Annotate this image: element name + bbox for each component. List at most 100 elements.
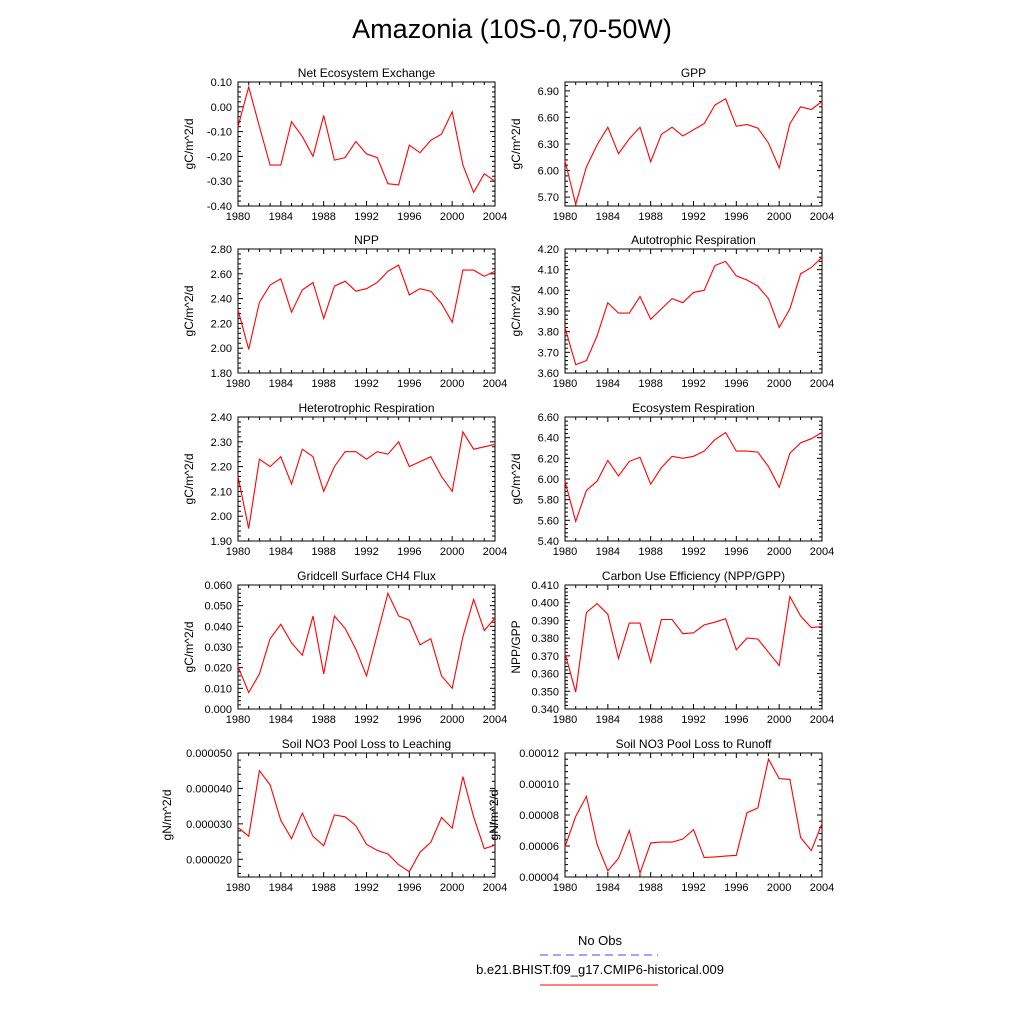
series-line-net-ecosystem-exchange [237,84,496,194]
y-tick-label: 3.90 [538,306,559,318]
x-tick-label: 1980 [226,546,250,558]
y-tick-label: 0.000030 [186,819,232,831]
x-tick-label: 2004 [483,882,507,894]
x-tick-label: 1984 [269,378,293,390]
x-tick-label: 1992 [354,882,378,894]
plot-frame [237,81,496,207]
panel-title: Ecosystem Respiration [632,401,755,415]
x-tick-label: 1996 [724,882,748,894]
x-tick-label: 2004 [810,378,834,390]
panel-carbon-use-efficiency-npp-gpp: Carbon Use Efficiency (NPP/GPP) NPP/GPP 19… [509,569,834,726]
plot-frame [564,752,823,878]
y-tick-label: 0.010 [204,683,232,695]
y-tick-label: 6.20 [538,453,559,465]
panel-gridcell-surface-ch4-flux: Gridcell Surface CH4 Flux gC/m^2/d 1980 198… [182,569,507,726]
y-tick-label: 6.60 [538,112,559,124]
x-tick-label: 1984 [596,378,620,390]
y-tick-label: 0.390 [531,615,559,627]
x-tick-label: 2000 [767,546,791,558]
y-axis-label: gC/m^2/d [509,119,523,170]
y-tick-label: 4.00 [538,285,559,297]
x-tick-label: 2004 [810,546,834,558]
x-tick-label: 1980 [226,714,250,726]
y-tick-label: 6.60 [538,412,559,424]
y-tick-label: 0.410 [531,580,559,592]
y-tick-label: 5.40 [538,536,559,548]
y-axis-label: gN/m^2/d [487,790,501,841]
y-tick-label: 2.20 [211,318,232,330]
y-tick-label: -0.40 [207,201,232,213]
x-tick-label: 2004 [810,714,834,726]
x-tick-label: 1988 [638,546,662,558]
x-tick-label: 1980 [553,714,577,726]
x-tick-label: 1988 [311,211,335,223]
x-tick-label: 2004 [810,211,834,223]
x-tick-label: 1984 [596,882,620,894]
x-tick-label: 2004 [483,211,507,223]
x-tick-label: 1992 [354,378,378,390]
y-tick-label: 1.80 [211,368,232,380]
y-tick-label: 0.370 [531,651,559,663]
x-tick-label: 1984 [269,211,293,223]
x-tick-label: 1992 [681,378,705,390]
panel-title: Carbon Use Efficiency (NPP/GPP) [602,569,785,583]
plot-frame [564,81,823,207]
legend-model-label: b.e21.BHIST.f09_g17.CMIP6-historical.009 [476,962,724,977]
x-tick-label: 1980 [226,378,250,390]
x-tick-label: 1988 [638,378,662,390]
x-tick-label: 1988 [311,714,335,726]
y-tick-label: 4.10 [538,265,559,277]
x-tick-label: 1980 [226,882,250,894]
x-tick-label: 1980 [226,211,250,223]
panel-title: Gridcell Surface CH4 Flux [297,569,436,583]
x-tick-label: 1996 [724,378,748,390]
panel-gpp: GPP gC/m^2/d 1980 1984 1988 1992 1996 2000 2004 6… [509,66,834,223]
y-tick-label: 2.00 [211,511,232,523]
y-tick-label: 2.40 [211,294,232,306]
y-axis-label: gC/m^2/d [182,286,196,337]
panel-autotrophic-respiration: Autotrophic Respiration gC/m^2/d 1980 1984 1… [509,233,834,390]
x-tick-label: 1992 [681,546,705,558]
page-title: Amazonia (10S-0,70-50W) [352,14,672,44]
y-tick-label: 4.20 [538,244,559,256]
panel-title: NPP [354,233,379,247]
panel-ecosystem-respiration: Ecosystem Respiration gC/m^2/d 1980 1984 198… [509,401,834,558]
panel-title: Soil NO3 Pool Loss to Runoff [616,737,773,751]
plot-frame [237,584,496,710]
y-tick-label: 0.000 [204,704,232,716]
y-tick-label: 0.00012 [519,748,559,760]
y-tick-label: 0.060 [204,580,232,592]
series-line-heterotrophic-respiration [237,430,496,529]
y-tick-label: 3.70 [538,347,559,359]
panel-npp: NPP gC/m^2/d 1980 1984 1988 1992 1996 2000 2004 2… [182,233,507,390]
panel-title: Autotrophic Respiration [631,233,756,247]
x-tick-label: 1996 [724,546,748,558]
x-tick-label: 2004 [483,546,507,558]
y-tick-label: 0.000050 [186,748,232,760]
series-line-soil-no3-pool-loss-to-leaching [237,769,496,873]
x-tick-label: 1984 [596,714,620,726]
series-line-gpp [564,98,823,207]
x-tick-label: 1984 [596,211,620,223]
series-line-autotrophic-respiration [564,256,823,366]
y-tick-label: 0.350 [531,686,559,698]
x-tick-label: 1992 [354,546,378,558]
x-tick-label: 1992 [681,714,705,726]
y-tick-label: 0.00006 [519,841,559,853]
y-tick-label: 2.30 [211,437,232,449]
y-axis-label: NPP/GPP [509,620,523,673]
x-tick-label: 1996 [397,211,421,223]
x-tick-label: 2004 [483,378,507,390]
y-tick-label: 0.10 [211,77,232,89]
y-tick-label: 0.00 [211,102,232,114]
x-tick-label: 2000 [767,882,791,894]
panel-net-ecosystem-exchange: Net Ecosystem Exchange gC/m^2/d 1980 1984 19… [182,66,507,223]
x-tick-label: 1988 [311,882,335,894]
x-tick-label: 2000 [767,211,791,223]
x-tick-label: 2004 [810,882,834,894]
plot-frame [564,416,823,542]
y-tick-label: 3.60 [538,368,559,380]
x-tick-label: 1984 [269,546,293,558]
x-tick-label: 1984 [269,714,293,726]
y-tick-label: 2.60 [211,269,232,281]
